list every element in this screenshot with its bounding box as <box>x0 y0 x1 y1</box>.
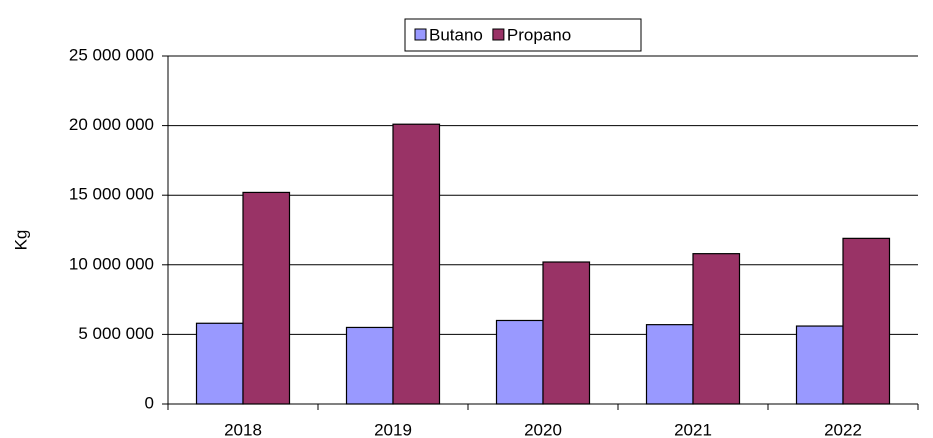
y-tick-label: 25 000 000 <box>69 45 154 64</box>
bar <box>542 261 591 405</box>
x-tick-label: 2021 <box>674 420 712 438</box>
bar <box>645 324 694 405</box>
y-tick-label: 10 000 000 <box>69 254 154 273</box>
y-tick-label: 20 000 000 <box>69 115 154 134</box>
x-tick-label: 2018 <box>224 420 262 438</box>
bar <box>842 237 891 405</box>
x-tick-label: 2019 <box>374 420 412 438</box>
bar <box>345 326 394 405</box>
x-tick-label: 2022 <box>824 420 862 438</box>
bar <box>495 319 544 405</box>
y-axis-title: Kg <box>11 230 30 251</box>
legend-swatch <box>414 28 427 41</box>
y-tick-label: 0 <box>145 393 154 412</box>
legend-label: Butano <box>429 25 483 44</box>
y-tick-label: 5 000 000 <box>78 324 154 343</box>
bar <box>195 322 244 405</box>
legend-swatch <box>492 28 505 41</box>
legend-label: Propano <box>507 25 571 44</box>
bar <box>795 325 844 405</box>
bar <box>242 191 291 405</box>
x-tick-label: 2020 <box>524 420 562 438</box>
y-tick-label: 15 000 000 <box>69 185 154 204</box>
legend-box <box>404 18 642 52</box>
bar <box>692 253 741 405</box>
bar <box>392 123 441 405</box>
